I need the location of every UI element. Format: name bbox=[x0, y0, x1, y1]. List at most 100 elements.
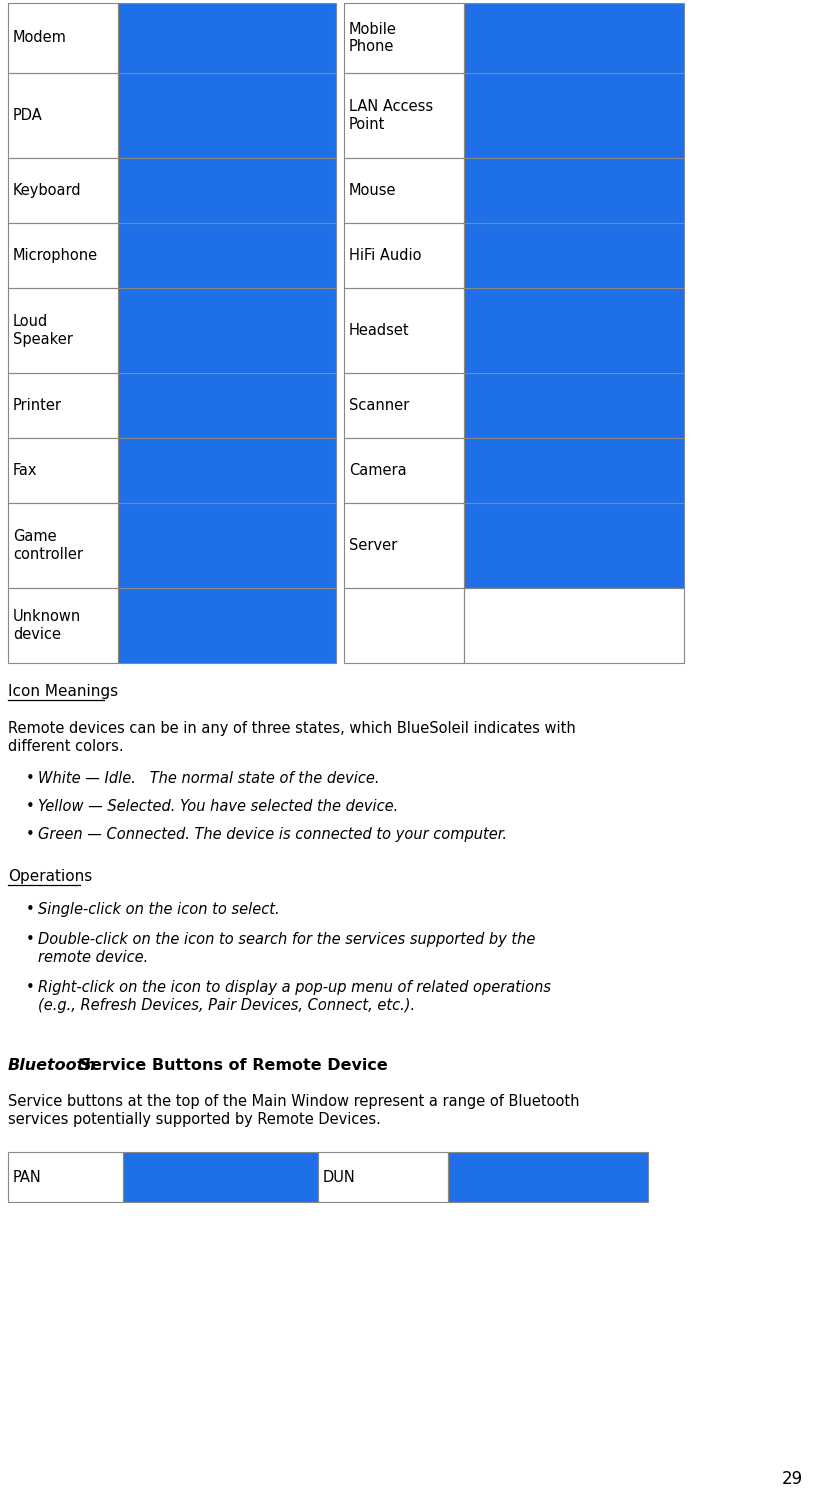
Bar bbox=[118, 439, 336, 503]
Bar bbox=[8, 3, 118, 73]
Bar bbox=[464, 503, 684, 588]
Bar bbox=[123, 1153, 318, 1202]
Text: Green — Connected. The device is connected to your computer.: Green — Connected. The device is connect… bbox=[38, 826, 507, 841]
Bar bbox=[8, 73, 118, 159]
Bar bbox=[464, 223, 684, 287]
Bar bbox=[464, 73, 684, 159]
Bar bbox=[464, 3, 684, 73]
Bar bbox=[344, 287, 464, 373]
Bar bbox=[344, 588, 464, 663]
Text: Loud
Speaker: Loud Speaker bbox=[13, 314, 73, 347]
Bar bbox=[464, 588, 684, 663]
Bar bbox=[123, 1153, 318, 1202]
Text: •: • bbox=[26, 826, 34, 841]
Bar bbox=[448, 1153, 648, 1202]
Text: Printer: Printer bbox=[13, 398, 62, 413]
Bar bbox=[8, 503, 118, 588]
Text: 29: 29 bbox=[782, 1470, 803, 1488]
Bar bbox=[118, 588, 336, 663]
Bar bbox=[344, 503, 464, 588]
Bar bbox=[464, 373, 684, 439]
Bar bbox=[8, 287, 118, 373]
Text: remote device.: remote device. bbox=[38, 951, 148, 966]
Bar bbox=[464, 159, 684, 223]
Text: Unknown
device: Unknown device bbox=[13, 609, 81, 642]
Text: Mobile
Phone: Mobile Phone bbox=[349, 22, 397, 54]
Bar bbox=[118, 73, 336, 159]
Bar bbox=[118, 373, 336, 439]
Bar bbox=[8, 588, 118, 663]
Text: •: • bbox=[26, 903, 34, 918]
Text: Right-click on the icon to display a pop-up menu of related operations: Right-click on the icon to display a pop… bbox=[38, 981, 551, 996]
Text: •: • bbox=[26, 933, 34, 948]
Bar bbox=[118, 3, 336, 73]
Bar bbox=[8, 439, 118, 503]
Text: Scanner: Scanner bbox=[349, 398, 409, 413]
Bar bbox=[464, 503, 684, 588]
Bar bbox=[464, 373, 684, 439]
Bar bbox=[118, 503, 336, 588]
Text: Bluetooth: Bluetooth bbox=[8, 1058, 97, 1073]
Bar bbox=[118, 223, 336, 287]
Text: PAN: PAN bbox=[13, 1169, 42, 1184]
Text: Headset: Headset bbox=[349, 323, 410, 338]
Text: Fax: Fax bbox=[13, 463, 38, 478]
Text: different colors.: different colors. bbox=[8, 740, 124, 754]
Bar bbox=[118, 287, 336, 373]
Bar bbox=[464, 73, 684, 159]
Text: Game
controller: Game controller bbox=[13, 530, 83, 561]
Bar bbox=[464, 439, 684, 503]
Bar bbox=[118, 439, 336, 503]
Text: LAN Access
Point: LAN Access Point bbox=[349, 99, 433, 132]
Text: Single-click on the icon to select.: Single-click on the icon to select. bbox=[38, 903, 280, 918]
Bar bbox=[344, 439, 464, 503]
Bar bbox=[344, 3, 464, 73]
Bar bbox=[344, 159, 464, 223]
Text: Modem: Modem bbox=[13, 30, 67, 45]
Bar bbox=[118, 287, 336, 373]
Bar bbox=[464, 439, 684, 503]
Bar bbox=[118, 3, 336, 73]
Text: (e.g., Refresh Devices, Pair Devices, Connect, etc.).: (e.g., Refresh Devices, Pair Devices, Co… bbox=[38, 998, 415, 1013]
Bar bbox=[344, 73, 464, 159]
Text: Yellow — Selected. You have selected the device.: Yellow — Selected. You have selected the… bbox=[38, 799, 398, 814]
Text: White — Idle.   The normal state of the device.: White — Idle. The normal state of the de… bbox=[38, 771, 380, 786]
Bar bbox=[118, 73, 336, 159]
Bar bbox=[118, 223, 336, 287]
Text: •: • bbox=[26, 799, 34, 814]
Text: Service buttons at the top of the Main Window represent a range of Bluetooth: Service buttons at the top of the Main W… bbox=[8, 1094, 579, 1109]
Text: Keyboard: Keyboard bbox=[13, 183, 82, 198]
Text: •: • bbox=[26, 981, 34, 996]
Bar bbox=[8, 159, 118, 223]
Text: Icon Meanings: Icon Meanings bbox=[8, 684, 118, 699]
Text: Mouse: Mouse bbox=[349, 183, 397, 198]
Bar bbox=[464, 287, 684, 373]
Bar bbox=[118, 159, 336, 223]
Bar bbox=[464, 223, 684, 287]
Bar bbox=[118, 159, 336, 223]
Bar bbox=[448, 1153, 648, 1202]
Text: Service Buttons of Remote Device: Service Buttons of Remote Device bbox=[74, 1058, 388, 1073]
Bar bbox=[464, 159, 684, 223]
Bar bbox=[464, 287, 684, 373]
Bar bbox=[318, 1153, 448, 1202]
Bar bbox=[118, 503, 336, 588]
Text: Remote devices can be in any of three states, which BlueSoleil indicates with: Remote devices can be in any of three st… bbox=[8, 722, 576, 737]
Bar bbox=[464, 3, 684, 73]
Text: HiFi Audio: HiFi Audio bbox=[349, 249, 421, 263]
Text: services potentially supported by Remote Devices.: services potentially supported by Remote… bbox=[8, 1112, 381, 1127]
Bar bbox=[118, 588, 336, 663]
Text: •: • bbox=[26, 771, 34, 786]
Text: Microphone: Microphone bbox=[13, 249, 98, 263]
Bar bbox=[344, 223, 464, 287]
Bar bbox=[8, 223, 118, 287]
Text: Camera: Camera bbox=[349, 463, 407, 478]
Text: Operations: Operations bbox=[8, 868, 92, 885]
Bar bbox=[118, 373, 336, 439]
Bar bbox=[8, 373, 118, 439]
Text: Server: Server bbox=[349, 537, 398, 552]
Bar bbox=[344, 373, 464, 439]
Text: Double-click on the icon to search for the services supported by the: Double-click on the icon to search for t… bbox=[38, 933, 535, 948]
Text: DUN: DUN bbox=[323, 1169, 356, 1184]
Text: PDA: PDA bbox=[13, 108, 43, 123]
